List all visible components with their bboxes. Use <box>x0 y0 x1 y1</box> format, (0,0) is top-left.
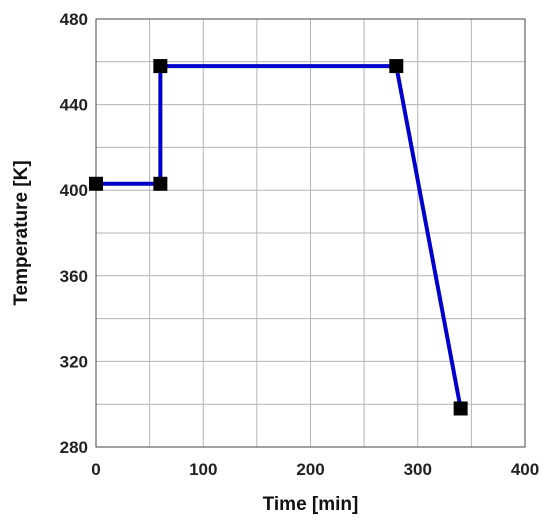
x-tick-label: 200 <box>296 460 324 479</box>
y-axis-label: Temperature [K] <box>11 160 32 305</box>
data-point-marker <box>389 59 404 74</box>
data-point-marker <box>89 176 103 191</box>
y-tick-label: 440 <box>60 96 88 115</box>
y-tick-label: 280 <box>60 438 88 457</box>
x-tick-label: 100 <box>189 460 217 479</box>
series-line <box>96 64 463 409</box>
data-point-marker <box>453 401 468 416</box>
grid <box>95 18 526 448</box>
x-tick-label: 300 <box>404 460 432 479</box>
x-tick-labels: 0 100 200 300 400 <box>91 460 539 479</box>
data-point-marker <box>153 59 168 74</box>
y-tick-labels: 280 320 360 400 440 480 <box>60 10 88 457</box>
x-tick-label: 400 <box>511 460 539 479</box>
y-tick-label: 320 <box>60 352 88 371</box>
x-axis-label: Time [min] <box>263 494 359 515</box>
y-tick-label: 360 <box>60 267 88 286</box>
series <box>89 59 468 416</box>
plot-frame <box>95 18 526 448</box>
y-tick-label: 400 <box>60 181 88 200</box>
x-tick-label: 0 <box>91 460 100 479</box>
data-point-marker <box>153 176 168 191</box>
y-tick-label: 480 <box>60 10 88 29</box>
